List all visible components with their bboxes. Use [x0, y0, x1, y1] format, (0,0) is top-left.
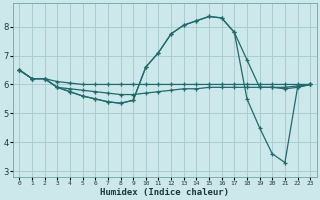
X-axis label: Humidex (Indice chaleur): Humidex (Indice chaleur) — [100, 188, 229, 197]
